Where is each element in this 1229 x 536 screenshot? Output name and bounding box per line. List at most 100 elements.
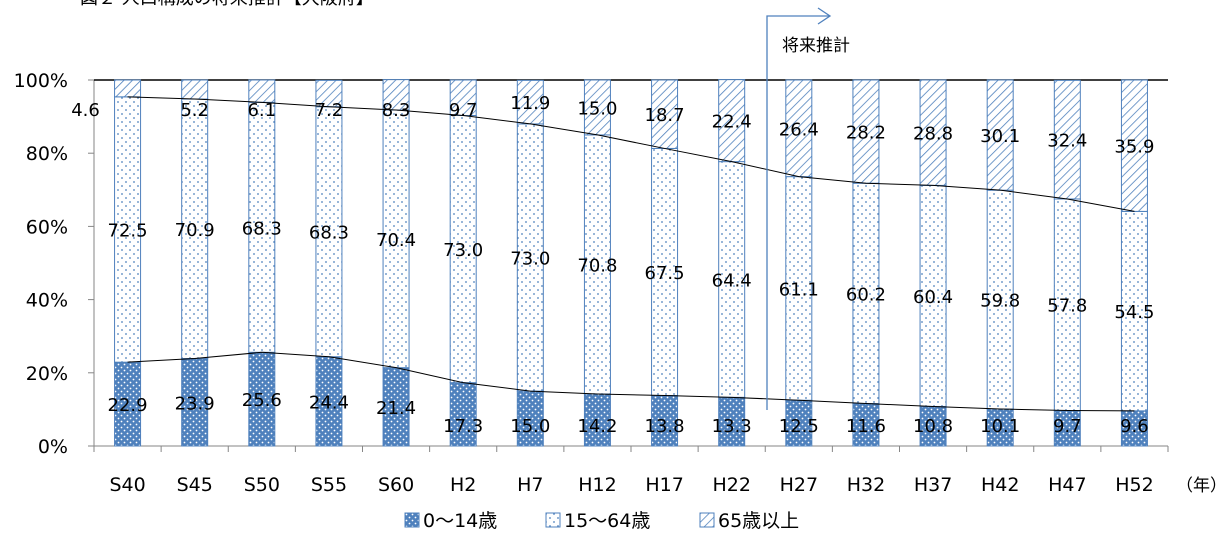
label-15-64: 73.0 [443, 240, 483, 261]
label-0-14: 24.4 [309, 392, 349, 413]
label-0-14: 13.8 [645, 416, 685, 437]
bar-segment-65plus [181, 79, 209, 100]
forecast-annotation: 将来推計 [766, 7, 850, 410]
bar-segment-0-14 [1053, 409, 1081, 447]
x-tick-label: S60 [378, 474, 414, 496]
label-15-64: 72.5 [108, 221, 148, 242]
x-unit-label: （年） [1176, 476, 1227, 496]
label-15-64: 70.8 [577, 255, 617, 276]
label-65plus: 15.0 [577, 98, 617, 119]
bar-segment-0-14 [248, 351, 276, 447]
label-65plus: 32.4 [1047, 131, 1087, 152]
label-65plus: 22.4 [712, 112, 752, 133]
label-65plus: 28.2 [846, 123, 886, 144]
label-0-14: 9.7 [1053, 416, 1082, 437]
label-0-14: 21.4 [376, 398, 416, 419]
bar-segment-65plus [583, 79, 611, 136]
label-65plus: 4.6 [71, 100, 100, 121]
bar-segment-65plus [248, 79, 276, 103]
working-boundary-line [127, 96, 1135, 212]
y-tick-label: 60% [26, 216, 68, 238]
y-tick-label: 40% [26, 290, 68, 312]
label-0-14: 10.8 [913, 416, 953, 437]
bar-segment-0-14 [785, 399, 813, 447]
chart-title: 図２ 人口構成の将来推計【大阪府】 [80, 0, 374, 9]
bar-segment-15-64 [248, 101, 276, 353]
bar-segment-0-14 [114, 361, 142, 447]
legend-swatch [699, 512, 715, 528]
bar-segment-65plus [315, 79, 343, 108]
label-65plus: 5.2 [180, 100, 209, 121]
data-labels: 22.9 72.5 4.6 23.9 70.9 5.2 25.6 68.3 6.1 24.4 68.… [71, 93, 1154, 437]
label-15-64: 60.4 [913, 287, 953, 308]
bar-segment-0-14 [919, 405, 947, 447]
label-65plus: 26.4 [779, 119, 819, 140]
bar-segment-15-64 [986, 189, 1014, 410]
label-0-14: 14.2 [577, 416, 617, 437]
bar-segment-0-14 [449, 382, 477, 447]
label-65plus: 6.1 [247, 100, 276, 121]
x-tick-label: H2 [450, 474, 476, 496]
label-0-14: 9.6 [1120, 416, 1149, 437]
label-0-14: 13.3 [712, 416, 752, 437]
bar-segment-0-14 [583, 393, 611, 447]
x-tick-label: S55 [311, 474, 347, 496]
bar-segment-0-14 [1120, 410, 1148, 447]
label-15-64: 68.3 [309, 223, 349, 244]
bar-segment-65plus [986, 79, 1014, 191]
label-15-64: 60.2 [846, 284, 886, 305]
label-0-14: 22.9 [108, 395, 148, 416]
bar-segment-15-64 [315, 106, 343, 358]
label-15-64: 68.3 [242, 218, 282, 239]
bar-segment-15-64 [852, 182, 880, 405]
x-tick-label: H37 [914, 474, 952, 496]
label-15-64: 61.1 [779, 279, 819, 300]
y-tick-label: 0% [38, 436, 68, 458]
label-0-14: 11.6 [846, 416, 886, 437]
label-0-14: 15.0 [510, 416, 550, 437]
x-tick-label: H7 [517, 474, 543, 496]
bar-segment-65plus [718, 79, 746, 163]
x-tick-label: H52 [1115, 474, 1153, 496]
label-65plus: 35.9 [1114, 137, 1154, 158]
label-65plus: 9.7 [449, 100, 478, 121]
label-65plus: 28.8 [913, 124, 953, 145]
bar-segment-0-14 [986, 408, 1014, 447]
bar-segment-65plus [919, 79, 947, 186]
bar-segment-65plus [1120, 79, 1148, 212]
bar-segment-15-64 [449, 115, 477, 384]
label-65plus: 7.2 [315, 100, 344, 121]
bar-segment-15-64 [919, 184, 947, 407]
bar-segment-0-14 [718, 396, 746, 447]
label-15-64: 54.5 [1114, 302, 1154, 323]
label-65plus: 18.7 [645, 105, 685, 126]
bars [114, 79, 1148, 447]
label-0-14: 25.6 [242, 390, 282, 411]
legend-swatch [545, 512, 561, 528]
bar-segment-0-14 [651, 394, 679, 447]
legend: 0～14歳 15～64歳 65歳以上 [404, 510, 799, 532]
bar-segment-65plus [852, 79, 880, 184]
label-15-64: 67.5 [645, 263, 685, 284]
young-boundary-line [127, 351, 1135, 412]
y-tick-label: 100% [14, 70, 68, 92]
label-15-64: 70.9 [175, 220, 215, 241]
label-15-64: 73.0 [510, 249, 550, 270]
x-tick-label: H22 [712, 474, 750, 496]
label-65plus: 30.1 [980, 126, 1020, 147]
x-tick-label: H17 [645, 474, 683, 496]
bar-segment-65plus [449, 79, 477, 117]
legend-swatch [404, 512, 420, 528]
label-0-14: 23.9 [175, 393, 215, 414]
label-15-64: 57.8 [1047, 296, 1087, 317]
bar-segment-65plus [114, 79, 142, 98]
label-15-64: 70.4 [376, 230, 416, 251]
label-65plus: 8.3 [382, 100, 411, 121]
bar-segment-65plus [1053, 79, 1081, 200]
x-tick-label: H42 [981, 474, 1019, 496]
label-15-64: 59.8 [980, 291, 1020, 312]
x-tick-label: H12 [578, 474, 616, 496]
bar-segment-65plus [785, 79, 813, 178]
y-tick-label: 20% [26, 363, 68, 385]
